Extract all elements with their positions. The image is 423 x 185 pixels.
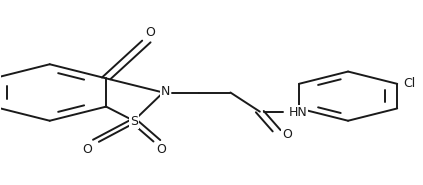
Text: Cl: Cl — [404, 77, 416, 90]
Text: N: N — [161, 85, 170, 98]
Text: O: O — [146, 26, 156, 39]
Text: O: O — [82, 143, 93, 156]
Text: S: S — [130, 115, 138, 128]
Text: O: O — [156, 143, 166, 156]
Text: O: O — [282, 128, 292, 141]
Text: HN: HN — [288, 106, 307, 119]
